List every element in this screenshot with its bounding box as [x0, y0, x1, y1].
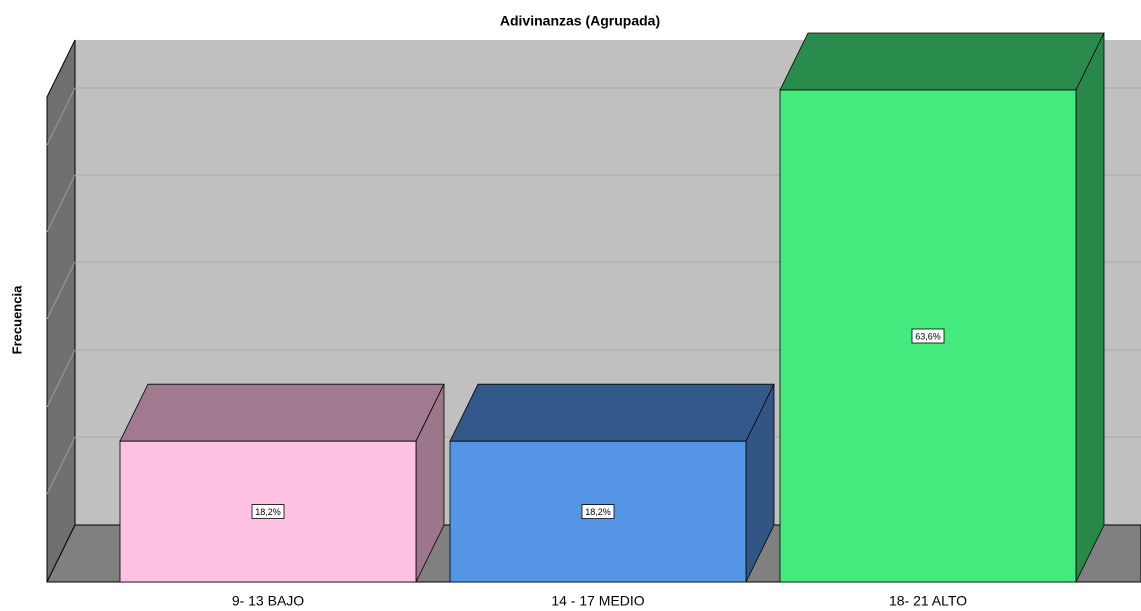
y-axis-label: Frecuencia: [9, 285, 24, 354]
x-tick-label: 9- 13 BAJO: [232, 593, 304, 609]
value-label: 18,2%: [585, 507, 611, 517]
value-label-box: [911, 328, 945, 344]
bar-top: [449, 383, 775, 442]
value-label-box: [251, 504, 285, 520]
bar-top: [779, 32, 1105, 91]
grid-line: [46, 349, 76, 408]
x-tick-label: 14 - 17 MEDIO: [551, 593, 644, 609]
bar-side: [1075, 32, 1105, 583]
grid-line: [46, 261, 76, 320]
bar-top: [119, 383, 445, 442]
grid-line: [46, 87, 76, 146]
wall-grid: [46, 87, 76, 495]
grid-line: [46, 174, 76, 233]
value-label-box: [581, 504, 615, 520]
grid-line: [46, 436, 76, 495]
x-tick-label: 18- 21 ALTO: [889, 593, 967, 609]
value-label: 18,2%: [255, 507, 281, 517]
value-label: 63,6%: [915, 331, 941, 341]
chart-title: Adivinanzas (Agrupada): [500, 13, 660, 29]
